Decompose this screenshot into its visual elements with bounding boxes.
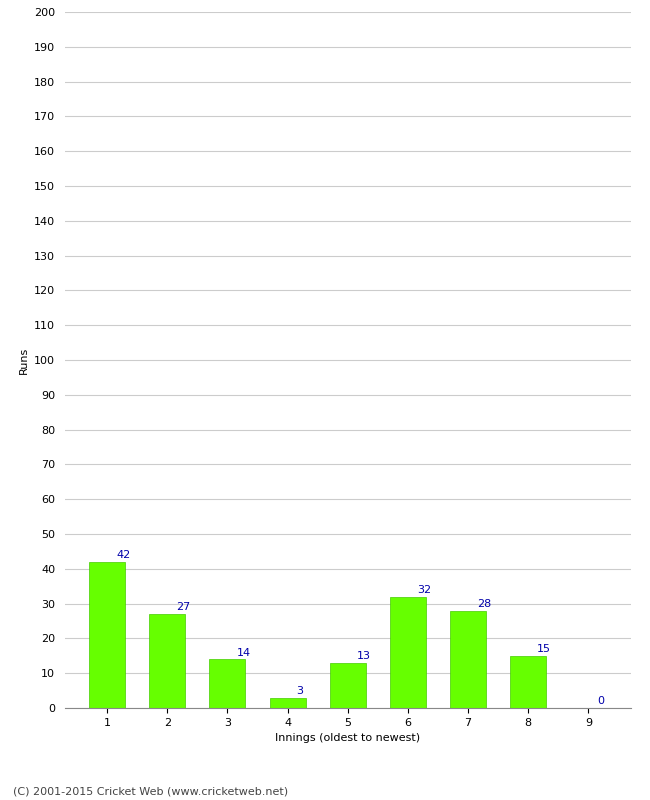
Bar — [450, 610, 486, 708]
Bar — [330, 662, 366, 708]
Text: 28: 28 — [477, 599, 491, 609]
Bar — [510, 656, 546, 708]
Text: 14: 14 — [237, 647, 251, 658]
Bar — [209, 659, 246, 708]
Text: 3: 3 — [296, 686, 304, 696]
Text: (C) 2001-2015 Cricket Web (www.cricketweb.net): (C) 2001-2015 Cricket Web (www.cricketwe… — [13, 786, 288, 796]
Bar — [270, 698, 306, 708]
Bar — [150, 614, 185, 708]
X-axis label: Innings (oldest to newest): Innings (oldest to newest) — [275, 734, 421, 743]
Text: 15: 15 — [538, 644, 551, 654]
Text: 0: 0 — [597, 696, 604, 706]
Bar — [390, 597, 426, 708]
Text: 27: 27 — [176, 602, 190, 612]
Bar — [89, 562, 125, 708]
Text: 32: 32 — [417, 585, 431, 595]
Text: 42: 42 — [116, 550, 131, 560]
Text: 13: 13 — [357, 651, 370, 661]
Y-axis label: Runs: Runs — [19, 346, 29, 374]
